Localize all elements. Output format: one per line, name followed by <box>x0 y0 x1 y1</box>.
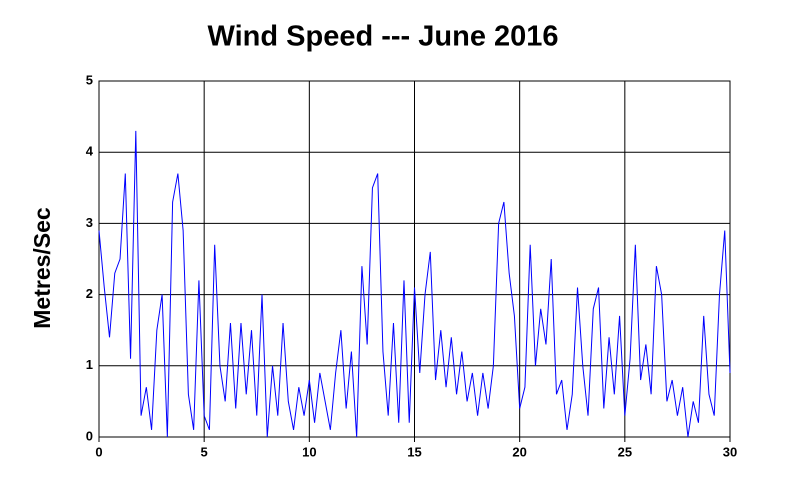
plot-frame <box>98 80 731 438</box>
x-tick-label: 15 <box>407 444 421 459</box>
data-line <box>98 130 731 438</box>
y-tick-label: 5 <box>86 72 93 87</box>
x-tick-label: 20 <box>512 444 526 459</box>
y-tick-label: 2 <box>86 286 93 301</box>
x-tick-label: 30 <box>723 444 737 459</box>
x-tick-label: 0 <box>95 444 102 459</box>
y-tick-label: 0 <box>86 428 93 443</box>
x-tick-label: 25 <box>618 444 632 459</box>
x-tick-label: 10 <box>302 444 316 459</box>
y-tick-label: 4 <box>86 144 94 159</box>
y-tick-label: 1 <box>86 357 93 372</box>
y-axis-label: Metres/Sec <box>29 207 55 329</box>
chart-title: Wind Speed --- June 2016 <box>207 21 558 53</box>
x-tick-label: 5 <box>201 444 208 459</box>
y-tick-label: 3 <box>86 215 93 230</box>
